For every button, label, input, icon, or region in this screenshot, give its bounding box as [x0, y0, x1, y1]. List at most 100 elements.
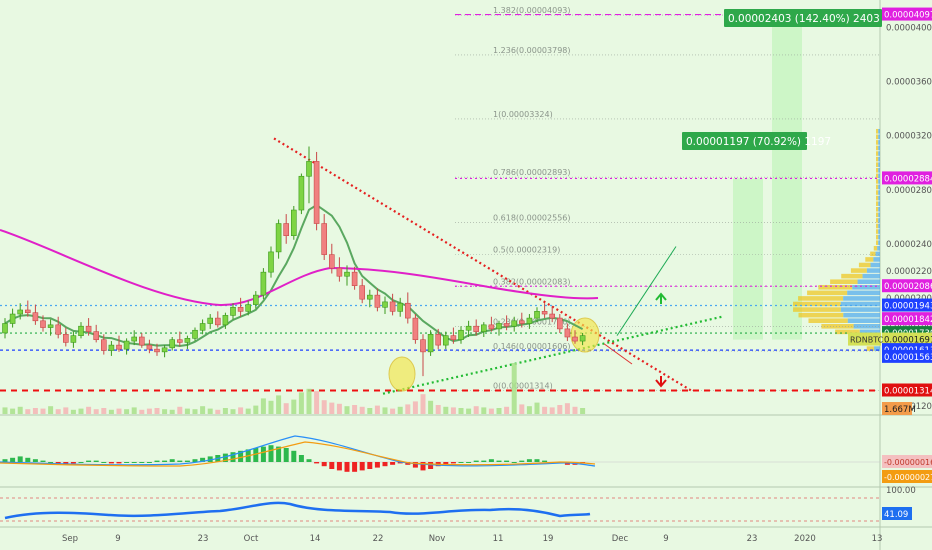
macd-histogram-bar	[32, 459, 38, 462]
candle-body	[344, 271, 350, 277]
x-tick-label: 9	[663, 534, 668, 544]
volume-bar	[283, 403, 289, 414]
volume-profile-bar	[847, 318, 880, 324]
volume-profile-bar	[862, 273, 880, 279]
candle-body	[541, 311, 548, 315]
macd-histogram-bar	[298, 455, 304, 462]
volume-bar	[405, 404, 411, 414]
fib-level-label: 1.236(0.00003798)	[493, 46, 571, 55]
volume-bar	[488, 408, 494, 414]
x-tick-label: 22	[373, 534, 384, 544]
fib-level-label: 0.146(0.00001606)	[493, 342, 571, 351]
macd-signal-line	[0, 441, 596, 467]
macd-histogram-bar	[283, 448, 289, 462]
volume-bar	[78, 408, 84, 414]
volume-bar	[222, 408, 228, 414]
macd-histogram-bar	[496, 460, 502, 462]
volume-profile-bar	[878, 173, 880, 179]
volume-bar	[367, 408, 373, 414]
volume-bar	[276, 395, 282, 414]
price-label-box	[882, 383, 932, 397]
volume-profile-bar	[876, 134, 879, 140]
volume-bar	[321, 400, 327, 414]
macd-histogram-bar	[260, 446, 266, 462]
candle-body	[230, 306, 236, 316]
volume-profile-bar	[821, 324, 854, 329]
candle-body	[245, 304, 251, 312]
volume-profile-bar	[876, 179, 879, 184]
macd-histogram-bar	[200, 457, 206, 462]
volume-profile-bar	[877, 245, 880, 251]
macd-histogram-bar	[124, 462, 130, 463]
price-label-box	[882, 312, 932, 326]
volume-profile-bar	[859, 329, 880, 335]
x-tick-label: 9	[115, 534, 120, 544]
volume-profile-bar	[876, 195, 879, 201]
volume-profile-bar	[853, 324, 880, 329]
price-label-box	[882, 332, 932, 346]
macd-signal-value: -0.00000027	[884, 473, 932, 482]
volume-bar	[169, 409, 175, 414]
candle-body	[131, 336, 137, 342]
downtrend-line	[273, 137, 693, 392]
volume-bar	[458, 408, 464, 414]
fib-level-label: 0.786(0.00002893)	[493, 168, 571, 177]
candle-body	[199, 323, 206, 331]
candle-body	[382, 301, 388, 308]
symbol-tag: RDNBTC	[850, 336, 884, 345]
fib-level-label: 0.5(0.00002319)	[493, 246, 560, 255]
volume-bar	[101, 408, 107, 414]
volume-profile-bar	[878, 162, 880, 167]
volume-profile-bar	[878, 240, 880, 245]
volume-profile-bar	[847, 290, 880, 296]
volume-bar	[116, 408, 122, 414]
macd-histogram-bar	[78, 462, 84, 463]
macd-histogram-bar	[359, 462, 365, 471]
volume-bar	[564, 403, 570, 414]
volume-bar	[336, 403, 342, 414]
macd-histogram-bar	[116, 462, 122, 464]
macd-histogram-bar	[222, 453, 228, 462]
long-moving-average	[0, 229, 599, 307]
macd-histogram-bar	[207, 456, 213, 462]
macd-signal-box	[882, 470, 932, 483]
price-label: 0.00001943	[884, 302, 932, 312]
macd-histogram-bar	[169, 459, 175, 462]
candle-body	[306, 161, 312, 177]
candle-body	[9, 313, 16, 324]
volume-bar	[496, 408, 502, 414]
candle-body	[62, 334, 69, 343]
volume-profile-bar	[807, 290, 848, 296]
volume-profile-bar	[830, 279, 858, 284]
macd-histogram-bar	[86, 460, 92, 462]
volume-profile-bar	[878, 151, 880, 156]
volume-profile-bar	[878, 167, 880, 173]
candle-body	[442, 335, 449, 346]
volume-bar	[466, 408, 472, 414]
volume-profile-bar	[878, 195, 880, 201]
volume-bar	[298, 392, 304, 414]
up-arrow-icon	[655, 292, 667, 304]
volume-profile-bar	[858, 262, 871, 268]
volume-profile-bar	[808, 318, 848, 324]
candle-body	[55, 324, 62, 335]
macd-histogram-bar	[253, 448, 259, 462]
volume-bar	[412, 401, 418, 414]
volume-profile-bar	[870, 251, 876, 257]
macd-line	[0, 435, 596, 467]
rsi-value: 41.09	[884, 510, 908, 520]
volume-profile-bar	[793, 307, 841, 312]
candle-body	[572, 336, 578, 342]
volume-profile-bar	[878, 223, 880, 229]
candle-body	[24, 309, 31, 313]
candle-body	[389, 301, 396, 312]
volume-profile-bar	[852, 284, 880, 290]
rsi-value-box	[882, 507, 912, 520]
price-label-box	[882, 298, 932, 312]
target-label: 0.00002403 (142.40%) 2403	[728, 13, 880, 25]
volume-profile-bar	[874, 346, 880, 351]
volume-bar	[435, 405, 441, 414]
